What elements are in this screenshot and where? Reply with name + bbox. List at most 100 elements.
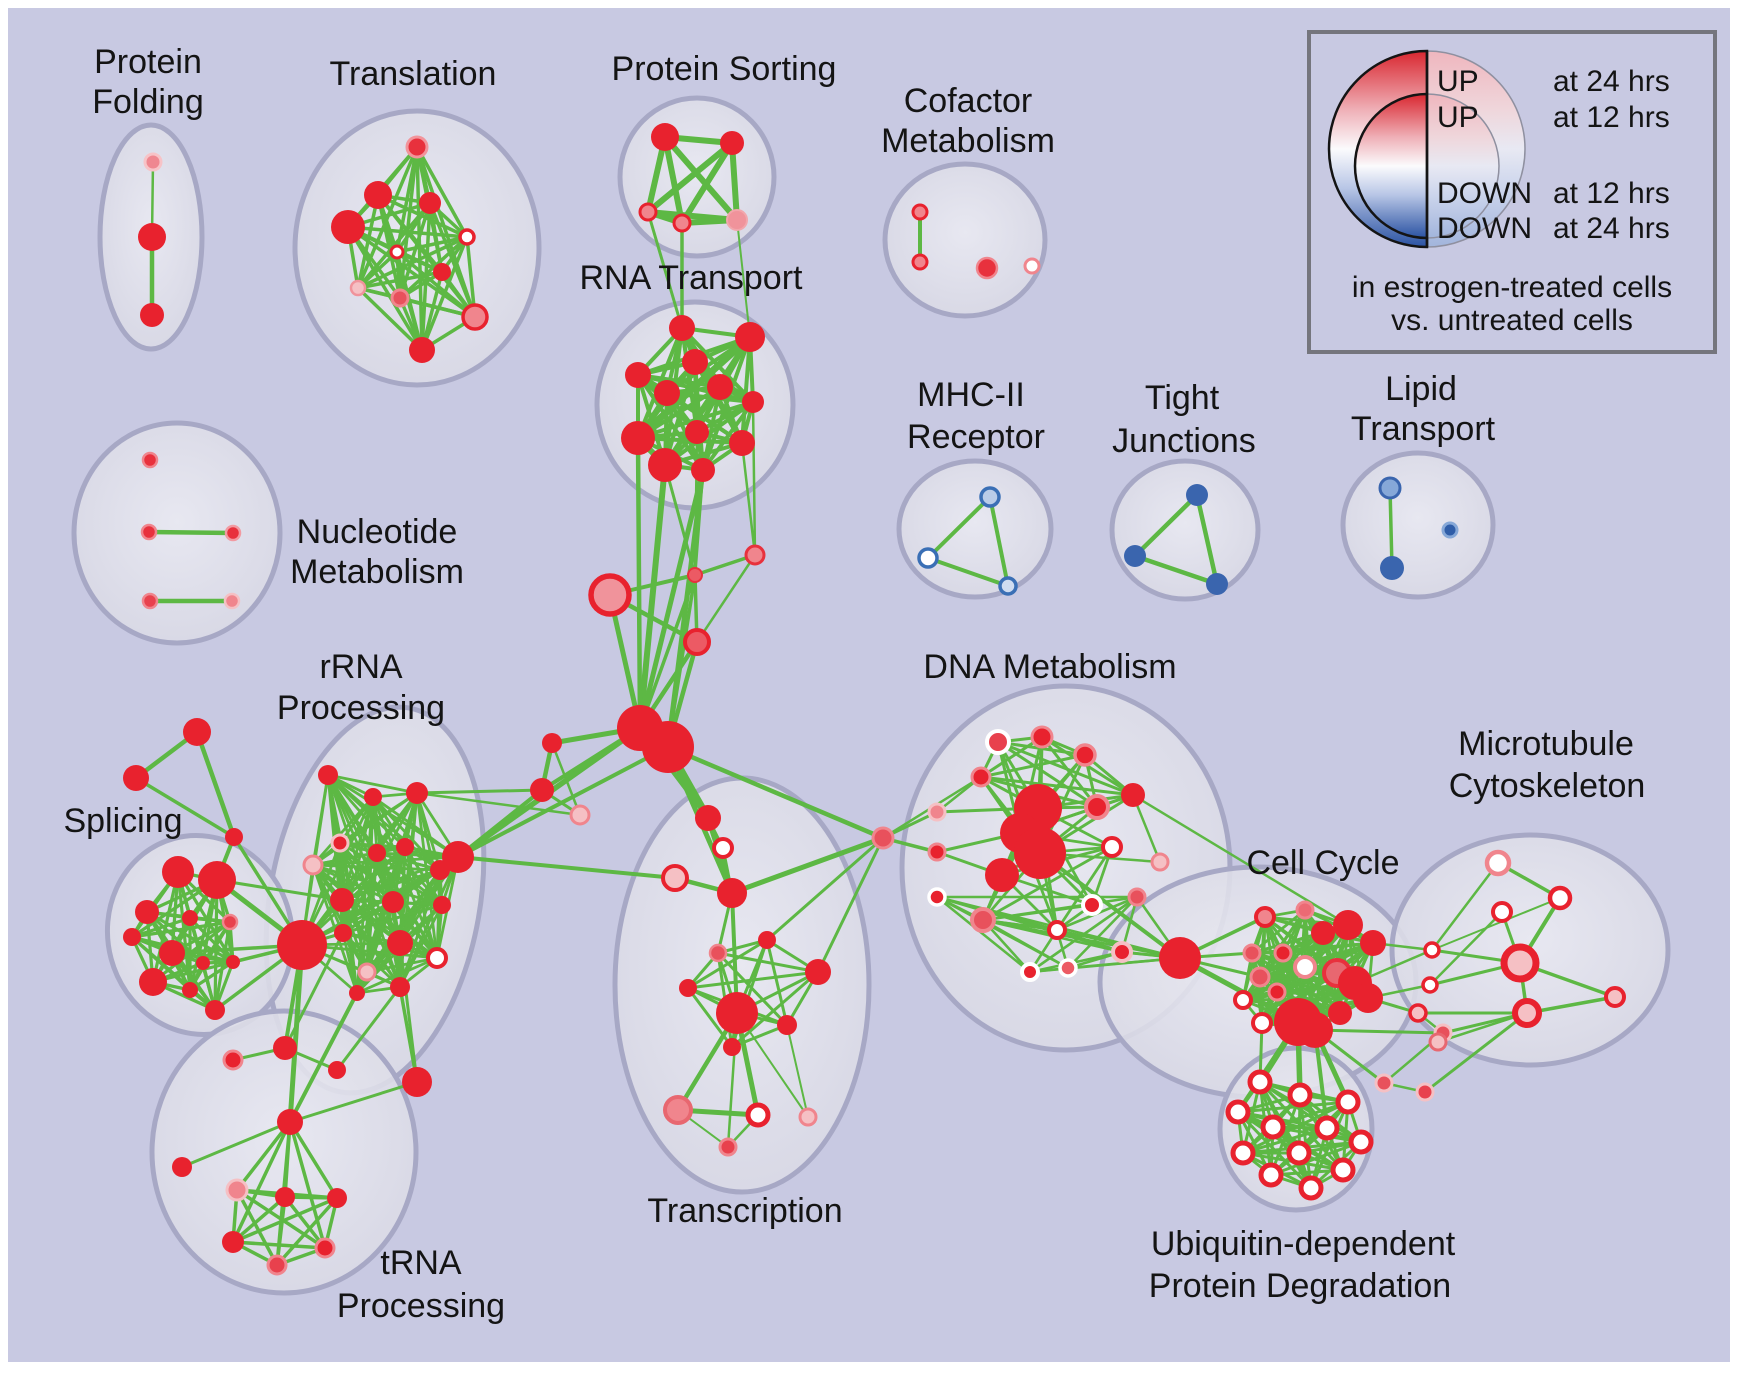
node-tl8 — [349, 279, 367, 297]
cluster-label-lipid-transport: Transport — [1351, 410, 1496, 448]
node-dm19 — [1047, 920, 1067, 940]
node-tn7 — [225, 1178, 249, 1202]
node-x3 — [1408, 1003, 1428, 1023]
network-edge — [356, 235, 469, 290]
node-h3 — [744, 544, 766, 566]
node-mt2 — [1547, 885, 1573, 911]
network-edge — [356, 250, 399, 290]
network-edge — [311, 795, 375, 867]
node-cc7 — [1360, 930, 1386, 956]
network-edge — [935, 895, 1032, 974]
node-tl11 — [409, 337, 435, 363]
network-edge — [176, 870, 235, 964]
network-edge — [235, 1120, 292, 1192]
node-x2 — [1421, 976, 1439, 994]
node-sp11 — [182, 982, 198, 998]
network-edge — [146, 529, 236, 536]
legend-footer-line: in estrogen-treated cells — [1352, 271, 1672, 304]
node-tn5 — [277, 1109, 303, 1135]
node-tc9 — [716, 992, 758, 1034]
node-cm3 — [975, 256, 999, 280]
node-dm2 — [1030, 725, 1054, 749]
node-sp10 — [139, 968, 167, 996]
network-edge — [979, 775, 1135, 797]
node-dm16 — [927, 887, 947, 907]
network-edge — [283, 1195, 327, 1250]
network-edge — [926, 495, 992, 560]
node-tl6 — [389, 244, 405, 260]
node-sp6 — [123, 928, 141, 946]
network-edge — [662, 134, 740, 223]
network-edge — [346, 225, 477, 319]
node-rr9 — [442, 841, 474, 873]
network-edge — [235, 1188, 279, 1267]
cluster-ellipse-transcription — [612, 775, 872, 1195]
network-edge — [395, 235, 469, 254]
legend-time-label: at 24 hrs — [1553, 65, 1670, 98]
cluster-label-cell-cycle: Cell Cycle — [1246, 844, 1399, 882]
node-sp7 — [159, 940, 185, 966]
node-rr6 — [368, 844, 386, 862]
network-edge — [1423, 1011, 1529, 1094]
node-rt6 — [707, 374, 733, 400]
node-rt3 — [682, 349, 708, 375]
node-tn6 — [172, 1157, 192, 1177]
node-tc4 — [717, 878, 747, 908]
node-dm14 — [1150, 852, 1170, 872]
node-cc2 — [1295, 900, 1315, 920]
node-cc18 — [1328, 1001, 1352, 1025]
network-edge — [1131, 793, 1162, 864]
network-edge — [1431, 897, 1561, 951]
network-edge — [1131, 793, 1350, 927]
network-edge — [287, 942, 305, 1125]
network-edge — [288, 1120, 327, 1250]
node-rr11 — [382, 891, 404, 913]
node-lt2 — [1380, 556, 1404, 580]
network-edge — [716, 951, 789, 1027]
node-sp5 — [221, 913, 239, 931]
node-rt11 — [648, 448, 682, 482]
node-x6 — [1374, 1073, 1394, 1093]
cluster-label-trna-processing: Processing — [337, 1287, 505, 1325]
node-nm1 — [141, 451, 159, 469]
node-rt7 — [742, 391, 764, 413]
network-edge — [1250, 908, 1307, 955]
node-tn12 — [266, 1254, 288, 1276]
node-rr10 — [330, 888, 354, 912]
network-edge — [1132, 553, 1220, 587]
node-tc11 — [723, 1038, 741, 1056]
node-nm2 — [140, 523, 158, 541]
node-ub3 — [1335, 1089, 1361, 1115]
network-edge — [356, 270, 444, 290]
network-edge — [740, 441, 757, 557]
node-sp12 — [205, 1000, 225, 1020]
network-edge — [981, 918, 1070, 970]
node-ub8 — [1286, 1140, 1312, 1166]
node-pf2 — [138, 223, 166, 251]
node-rr3 — [406, 782, 428, 804]
node-rr5 — [302, 854, 324, 876]
network-edge — [729, 140, 740, 223]
network-edge — [666, 573, 697, 749]
cluster-ellipse-cofactor-metabolism — [882, 161, 1048, 319]
network-edge — [979, 735, 1044, 779]
network-edge — [981, 845, 1114, 922]
node-rt5 — [654, 380, 680, 406]
cluster-label-protein-sorting: Protein Sorting — [612, 50, 837, 88]
node-tl3 — [419, 192, 441, 214]
network-edge — [355, 956, 439, 995]
node-tn8 — [275, 1187, 295, 1207]
node-tc1 — [695, 805, 721, 831]
node-tl2 — [364, 181, 392, 209]
node-x1 — [1423, 941, 1441, 959]
node-mt3 — [1491, 901, 1513, 923]
node-cc8 — [1293, 955, 1317, 979]
node-tn2 — [273, 1036, 297, 1060]
node-rr14 — [387, 930, 413, 956]
node-cc12 — [1233, 990, 1253, 1010]
node-cm1 — [911, 203, 929, 221]
cluster-label-cofactor-metabolism: Metabolism — [881, 122, 1055, 160]
node-dm13 — [1101, 836, 1123, 858]
node-tn4 — [402, 1067, 432, 1097]
node-tj3 — [1206, 573, 1228, 595]
